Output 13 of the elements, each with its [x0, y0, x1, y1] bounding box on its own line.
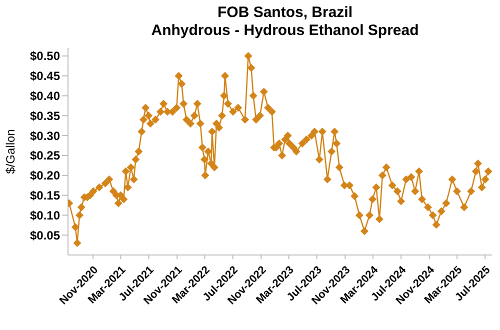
chart-subtitle: Anhydrous - Hydrous Ethanol Spread [150, 22, 420, 40]
y-axis-title: $/Gallon [3, 129, 18, 174]
chart-title: FOB Santos, Brazil [216, 4, 354, 22]
y-tick-label: $0.15 [30, 188, 60, 203]
y-tick-label: $0.10 [30, 208, 60, 222]
y-tick-label: $0.20 [30, 168, 60, 183]
y-tick-label: $0.45 [30, 69, 60, 84]
y-tick-label: $0.25 [30, 148, 60, 163]
y-tick-label: $0.05 [30, 228, 60, 242]
y-tick-label: $0.50 [30, 49, 60, 64]
y-tick-label: $0.40 [30, 89, 60, 104]
y-tick-label: $0.30 [30, 128, 60, 143]
y-tick-label: $0.35 [30, 108, 60, 123]
